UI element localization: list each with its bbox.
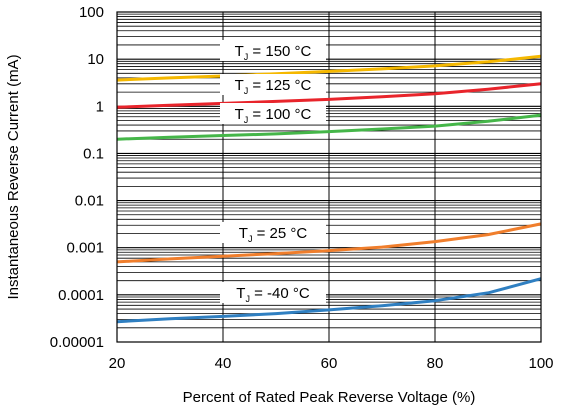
series-label-text: TJ = 25 °C (239, 225, 308, 244)
y-tick-label: 10 (87, 51, 104, 68)
series-label-text: TJ = 100 °C (235, 106, 312, 125)
series-label: TJ = 100 °C (220, 103, 326, 125)
series-lines (116, 54, 542, 324)
y-tick-label: 100 (79, 4, 104, 21)
series-annotations: TJ = 150 °C TJ = 125 °C TJ = 100 °C TJ = 25… (220, 40, 326, 304)
series-label: TJ = 125 °C (220, 74, 326, 96)
series-label-text: TJ = 125 °C (235, 77, 312, 96)
series-line (116, 82, 542, 109)
x-axis-title: Percent of Rated Peak Reverse Voltage (%… (183, 389, 476, 406)
series-label: TJ = -40 °C (220, 282, 326, 304)
series-label-background (220, 282, 326, 303)
series-label: TJ = 150 °C (220, 40, 326, 62)
y-tick-label: 0.0001 (58, 287, 104, 304)
y-tick-label: 0.01 (75, 193, 104, 210)
series-line (116, 222, 542, 264)
x-tick-label: 60 (321, 355, 338, 372)
x-tick-label: 40 (215, 355, 232, 372)
series-label-background (220, 40, 326, 61)
y-tick-label: 0.00001 (50, 334, 104, 351)
x-tick-label: 100 (528, 355, 553, 372)
series-line (116, 113, 542, 141)
x-tick-label: 80 (427, 355, 444, 372)
series-label-background (220, 103, 326, 124)
series-label-background (220, 74, 326, 95)
plot-frame (116, 11, 542, 343)
tick-labels: 20 40 60 80 100 0.00001 0.0001 0.001 0.01 0.1 1 10 1… (50, 4, 554, 372)
y-tick-label: 1 (96, 98, 104, 115)
series-line (116, 277, 542, 324)
series-line (116, 54, 542, 82)
series-label-text: TJ = -40 °C (236, 285, 310, 304)
series-label-text: TJ = 150 °C (235, 43, 312, 62)
series-label-background (220, 222, 326, 243)
y-tick-label: 0.1 (83, 145, 104, 162)
y-tick-label: 0.001 (66, 240, 104, 257)
x-tick-label: 20 (109, 355, 126, 372)
y-axis-title: Instantaneous Reverse Current (mA) (5, 54, 22, 299)
series-label: TJ = 25 °C (220, 222, 326, 244)
